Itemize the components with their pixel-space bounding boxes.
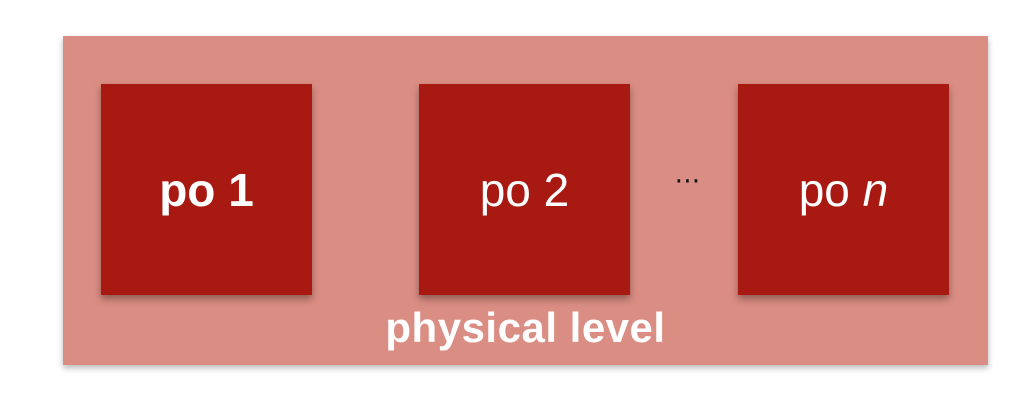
node-po-2: po 2 (419, 84, 630, 295)
node-po-1-prefix: po (159, 163, 229, 216)
node-po-1-index: 1 (228, 163, 254, 216)
physical-level-label: physical level (385, 304, 666, 351)
node-po-2-index: 2 (543, 163, 570, 216)
node-po-1: po 1 (101, 84, 312, 295)
ellipsis-separator: ⋯ (674, 166, 702, 196)
node-po-n: po n (738, 84, 949, 295)
node-po-n-prefix: po (798, 163, 863, 216)
physical-level-panel: po 1 po 2 ⋯ po n physical level (63, 36, 988, 365)
node-po-2-prefix: po (479, 163, 544, 216)
node-po-n-index: n (862, 163, 889, 216)
